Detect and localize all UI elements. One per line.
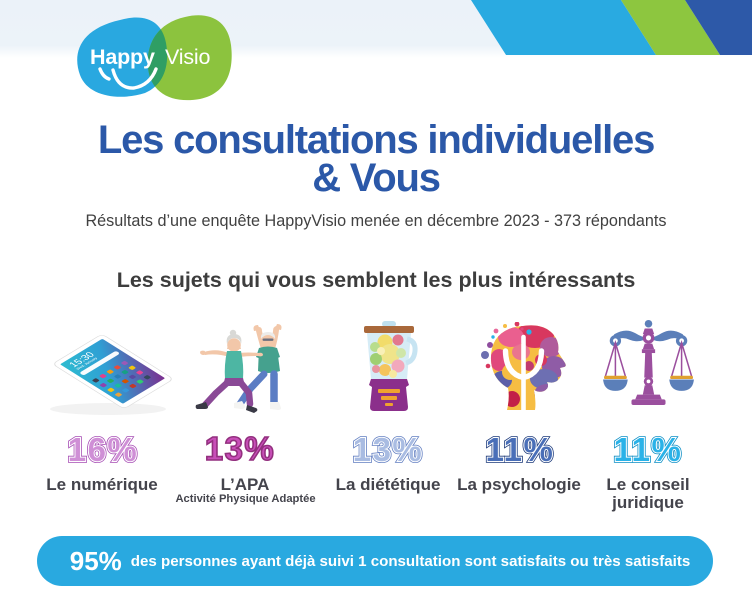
svg-text:Happy: Happy <box>90 45 155 69</box>
svg-text:Visio: Visio <box>165 45 210 69</box>
